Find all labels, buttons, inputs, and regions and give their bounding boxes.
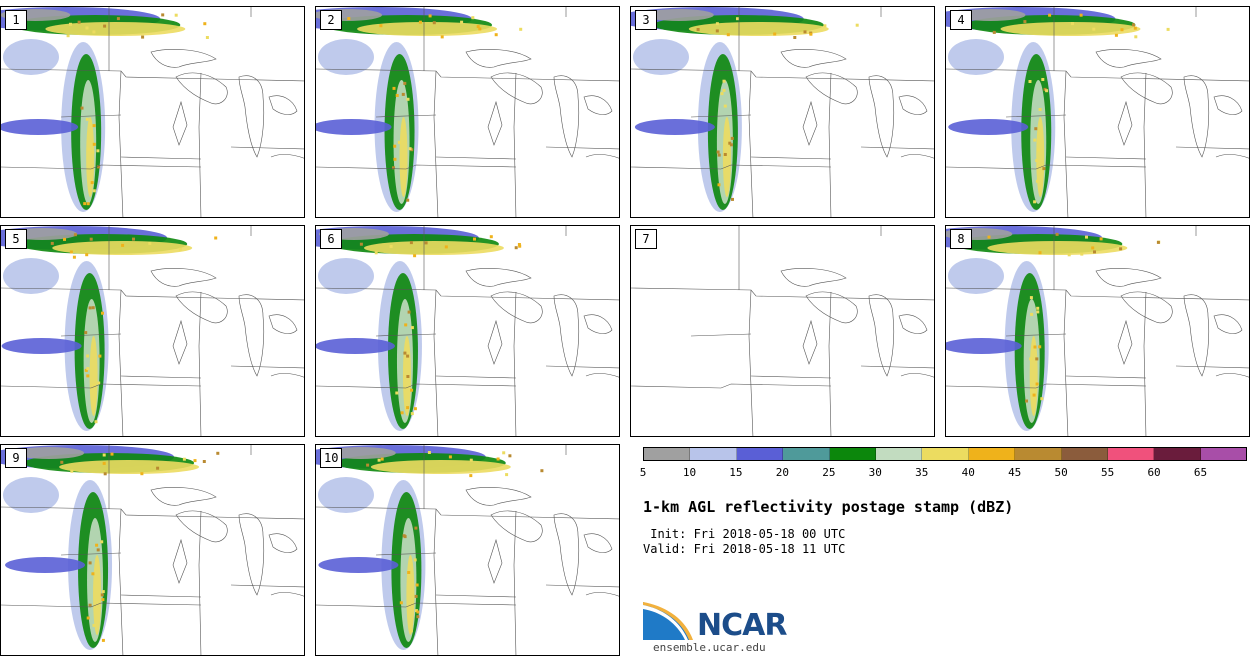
member-number: 1: [5, 10, 27, 30]
colorbar-segment: [922, 448, 969, 460]
member-panel-2: 2: [315, 6, 620, 218]
ncar-swoosh-logo: [643, 602, 693, 640]
colorbar-segment: [1200, 448, 1247, 460]
colorbar-tick: 25: [822, 466, 836, 479]
colorbar-segment: [1061, 448, 1108, 460]
member-panel-10: 10: [315, 444, 620, 656]
colorbar-segment: [829, 448, 876, 460]
reflectivity-map: [631, 226, 934, 436]
member-panel-7: 7: [630, 225, 935, 437]
colorbar-tick: 60: [1147, 466, 1161, 479]
member-number: 4: [950, 10, 972, 30]
member-panel-4: 4: [945, 6, 1250, 218]
member-number: 2: [320, 10, 342, 30]
colorbar-tick: 45: [1008, 466, 1022, 479]
member-number: 9: [5, 448, 27, 468]
colorbar-tick: 30: [868, 466, 882, 479]
ncar-wordmark: NCAR: [697, 608, 787, 643]
colorbar-tick: 5: [639, 466, 647, 479]
reflectivity-map: [946, 226, 1249, 436]
member-panel-6: 6: [315, 225, 620, 437]
colorbar-tick: 10: [682, 466, 697, 479]
reflectivity-map: [316, 445, 619, 655]
reflectivity-map: [1, 445, 304, 655]
reflectivity-map: [316, 7, 619, 217]
colorbar-segment: [736, 448, 784, 460]
colorbar-tick: 35: [915, 466, 929, 479]
reflectivity-map: [946, 7, 1249, 217]
colorbar-tick: 40: [961, 466, 975, 479]
colorbar-segment: [783, 448, 830, 460]
colorbar-tick: 50: [1054, 466, 1068, 479]
colorbar-tick-labels: 5 10 15 20 25 30 35 40 45 50 55 60 65: [639, 466, 1247, 480]
plot-title: 1-km AGL reflectivity postage stamp (dBZ…: [643, 498, 1014, 516]
member-number: 6: [320, 229, 342, 249]
member-panel-1: 1: [0, 6, 305, 218]
reflectivity-map: [631, 7, 934, 217]
init-time: Init: Fri 2018-05-18 00 UTC: [643, 527, 846, 541]
colorbar-segment: [644, 448, 691, 460]
colorbar-segment: [690, 448, 737, 460]
member-panel-8: 8: [945, 225, 1250, 437]
colorbar-segment: [1107, 448, 1155, 460]
member-number: 8: [950, 229, 972, 249]
colorbar-tick: 55: [1100, 466, 1115, 479]
colorbar-segment: [968, 448, 1016, 460]
colorbar-tick: 65: [1193, 466, 1208, 479]
member-panel-9: 9: [0, 444, 305, 656]
colorbar-segment: [1015, 448, 1062, 460]
member-number: 3: [635, 10, 657, 30]
colorbar-tick: 20: [775, 466, 789, 479]
member-number: 7: [635, 229, 657, 249]
reflectivity-map: [1, 226, 304, 436]
colorbar-segment: [875, 448, 923, 460]
member-number: 10: [320, 448, 343, 468]
colorbar-tick: 15: [729, 466, 743, 479]
reflectivity-colorbar: [643, 447, 1247, 461]
colorbar-segment: [1154, 448, 1201, 460]
member-panel-3: 3: [630, 6, 935, 218]
reflectivity-map: [316, 226, 619, 436]
website-url[interactable]: ensemble.ucar.edu: [653, 641, 766, 654]
member-panel-5: 5: [0, 225, 305, 437]
reflectivity-map: [1, 7, 304, 217]
member-number: 5: [5, 229, 27, 249]
valid-time: Valid: Fri 2018-05-18 11 UTC: [643, 542, 846, 556]
